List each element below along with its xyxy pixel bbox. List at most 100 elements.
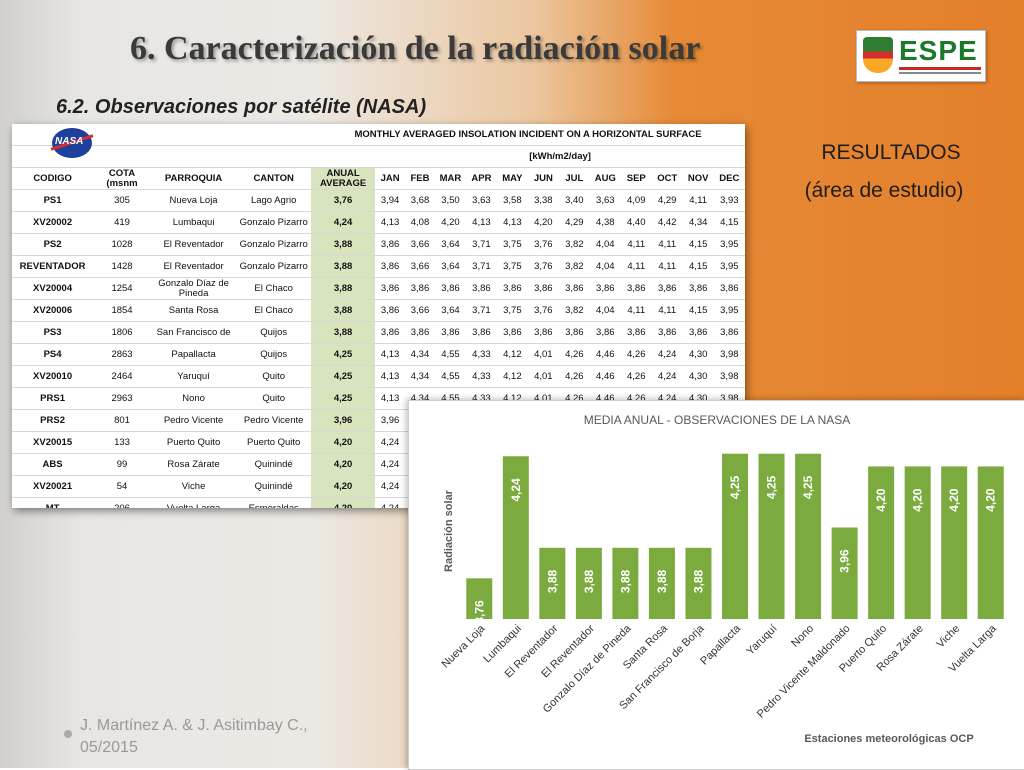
- table-cell: 1806: [93, 321, 151, 344]
- table-cell: 4,13: [465, 211, 497, 234]
- column-header: JUL: [558, 167, 590, 190]
- column-header: COTA (msnm: [93, 167, 151, 190]
- bar-value-label: 4,25: [765, 475, 779, 499]
- bar: [575, 547, 602, 619]
- bar-chart: MEDIA ANUAL - OBSERVACIONES DE LA NASA R…: [440, 413, 1004, 745]
- table-cell: XV20010: [12, 365, 94, 388]
- table-cell: 4,20: [311, 453, 376, 476]
- table-cell: 3,86: [651, 321, 683, 344]
- table-cell: 3,38: [527, 189, 559, 212]
- table-cell: 3,95: [713, 233, 745, 256]
- bar-value-label: 3,96: [838, 549, 852, 573]
- table-cell: 4,29: [651, 189, 683, 212]
- table-cell: 3,86: [558, 321, 590, 344]
- column-header: APR: [465, 167, 497, 190]
- table-cell: PS2: [12, 233, 94, 256]
- table-row: PS2 1028 El Reventador Gonzalo Pizarro 3,88 3…: [12, 233, 745, 256]
- table-cell: Gonzalo Pizarro: [236, 211, 312, 234]
- table-cell: 4,15: [682, 299, 714, 322]
- table-cell: PS1: [12, 189, 94, 212]
- bar: [941, 466, 968, 619]
- bar-value-label: 3,88: [655, 569, 669, 593]
- bar: [795, 453, 822, 619]
- table-cell: 4,25: [311, 387, 376, 410]
- footer-line2: 05/2015: [80, 739, 138, 756]
- table-cell: XV20021: [12, 475, 94, 498]
- table-cell: 2863: [93, 343, 151, 366]
- bar: [758, 453, 785, 619]
- table-cell: Vuelta Larga: [150, 497, 237, 508]
- table-cell: 4,46: [589, 365, 621, 388]
- table-cell: 4,55: [434, 365, 466, 388]
- table-cell: 3,76: [527, 233, 559, 256]
- table-cell: 4,30: [682, 365, 714, 388]
- table-cell: El Chaco: [236, 277, 312, 300]
- table-cell: 4,15: [713, 211, 745, 234]
- table-cell: 4,11: [682, 189, 714, 212]
- bar-value-label: 4,20: [984, 488, 998, 512]
- table-row: XV20010 2464 Yaruquí Quito 4,25 4,13 4,34 4,55 4…: [12, 365, 745, 388]
- table-row: PS3 1806 San Francisco de Quijos 3,88 3,86 3,8…: [12, 321, 745, 344]
- bar: [868, 466, 895, 619]
- table-cell: 2464: [93, 365, 151, 388]
- chart-title: MEDIA ANUAL - OBSERVACIONES DE LA NASA: [584, 413, 851, 427]
- table-cell: 4,24: [651, 343, 683, 366]
- table-cell: 3,86: [375, 233, 406, 256]
- espe-logo: ESPE: [856, 30, 986, 82]
- table-cell: 3,68: [405, 189, 435, 212]
- table-cell: XV20015: [12, 431, 94, 454]
- table-cell: 4,11: [651, 255, 683, 278]
- table-cell: El Reventador: [150, 233, 237, 256]
- table-cell: Pedro Vicente: [150, 409, 237, 432]
- table-cell: 4,09: [620, 189, 652, 212]
- table-cell: 3,98: [713, 365, 745, 388]
- table-cell: 3,95: [713, 299, 745, 322]
- table-cell: 4,30: [682, 343, 714, 366]
- table-cell: 3,86: [589, 321, 621, 344]
- bar: [539, 547, 566, 619]
- table-cell: 3,86: [375, 321, 406, 344]
- table-cell: PRS2: [12, 409, 94, 432]
- column-header: CANTON: [236, 167, 312, 190]
- table-cell: 3,76: [311, 189, 376, 212]
- category-label: Papallacta: [698, 622, 743, 667]
- table-cell: 3,86: [496, 321, 528, 344]
- table-cell: 3,93: [713, 189, 745, 212]
- column-header: SEP: [620, 167, 652, 190]
- table-cell: 4,13: [375, 343, 406, 366]
- table-cell: 4,20: [527, 211, 559, 234]
- column-header: CODIGO: [12, 167, 94, 190]
- table-cell: 3,63: [589, 189, 621, 212]
- table-cell: 4,04: [589, 255, 621, 278]
- table-cell: Lago Agrio: [236, 189, 312, 212]
- table-cell: 4,33: [465, 343, 497, 366]
- table-cell: 3,66: [405, 233, 435, 256]
- table-cell: 4,24: [311, 211, 376, 234]
- table-cell: 4,34: [405, 365, 435, 388]
- table-cell: 4,20: [311, 475, 376, 498]
- table-row: PS4 2863 Papallacta Quijos 4,25 4,13 4,34 4,55 4…: [12, 343, 745, 366]
- table-cell: San Francisco de: [150, 321, 237, 344]
- table-cell: Puerto Quito: [236, 431, 312, 454]
- table-row: XV20004 1254 Gonzalo Díaz de Pineda El Chac…: [12, 277, 745, 300]
- bar: [502, 456, 529, 619]
- table-cell: 3,86: [375, 299, 406, 322]
- bar: [904, 466, 931, 619]
- table-unit: [kWh/m2/day]: [375, 145, 745, 168]
- bar: [685, 547, 712, 619]
- table-cell: Pedro Vicente: [236, 409, 312, 432]
- table-cell: 3,86: [682, 321, 714, 344]
- table-cell: 3,64: [434, 255, 466, 278]
- table-cell: 3,98: [713, 343, 745, 366]
- bar-value-label: 4,25: [801, 475, 815, 499]
- table-cell: 3,58: [496, 189, 528, 212]
- footer-bullet-icon: [64, 730, 72, 738]
- bar-value-label: 4,20: [947, 488, 961, 512]
- table-cell: 419: [93, 211, 151, 234]
- table-cell: 4,12: [496, 343, 528, 366]
- bar-value-label: 3,88: [545, 569, 559, 593]
- table-cell: Gonzalo Díaz de Pineda: [150, 277, 237, 300]
- table-cell: Quinindé: [236, 453, 312, 476]
- bar-value-label: 3,88: [691, 569, 705, 593]
- column-header: JUN: [527, 167, 559, 190]
